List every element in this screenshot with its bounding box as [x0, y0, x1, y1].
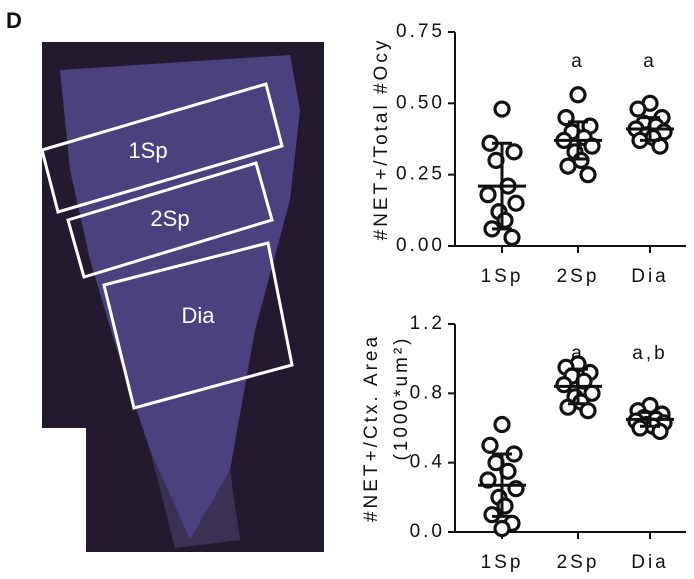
data-point — [479, 186, 497, 204]
data-point — [479, 471, 497, 489]
y-tick-label: 0.4 — [410, 452, 445, 473]
y-tick-label: 0.50 — [396, 92, 445, 113]
data-point — [629, 100, 647, 118]
region-label: 1Sp — [128, 138, 167, 163]
data-point — [493, 100, 511, 118]
y-axis-label: (1000*um²) — [391, 335, 412, 460]
data-point — [496, 211, 514, 229]
x-tick-label: Dia — [631, 552, 669, 573]
region-label: Dia — [181, 303, 215, 328]
data-point — [651, 422, 669, 441]
data-point — [555, 376, 573, 394]
data-point — [569, 86, 587, 104]
y-tick-label: 0.8 — [410, 382, 445, 403]
data-point — [505, 143, 523, 161]
y-tick-label: 0.75 — [396, 21, 445, 42]
data-point — [579, 402, 597, 420]
annotation: a — [643, 51, 657, 72]
y-axis-label: #NET+/Ctx. Area — [361, 334, 382, 522]
x-tick-label: 1Sp — [481, 266, 524, 287]
annotation: a,b — [632, 343, 667, 364]
annotation: a — [571, 51, 585, 72]
error-bar — [492, 452, 512, 518]
region-label: 2Sp — [150, 206, 189, 231]
error-bar — [640, 116, 660, 142]
error-bar — [568, 367, 588, 406]
x-tick-label: 1Sp — [481, 552, 524, 573]
y-tick-label: 0.25 — [396, 164, 445, 185]
data-point — [493, 415, 511, 434]
data-point — [631, 419, 649, 437]
data-point — [493, 519, 511, 538]
y-tick-label: 1.2 — [410, 313, 445, 334]
panel-label: D — [6, 8, 22, 33]
error-bar — [492, 141, 512, 231]
x-tick-label: 2Sp — [557, 552, 600, 573]
data-point — [579, 166, 597, 184]
y-tick-label: 0.00 — [396, 235, 445, 256]
data-point — [503, 228, 521, 247]
error-bar — [568, 120, 588, 161]
data-point — [559, 157, 577, 175]
data-point — [483, 506, 501, 524]
y-tick-label: 0.0 — [410, 521, 445, 542]
data-point — [496, 497, 514, 515]
y-axis-label: #NET+/Total #Ocy — [371, 38, 392, 241]
micrograph: 1Sp 2Sp Dia — [40, 42, 324, 552]
data-point — [481, 436, 499, 454]
error-bar — [640, 410, 660, 428]
x-tick-label: Dia — [631, 266, 669, 287]
x-tick-label: 2Sp — [557, 266, 600, 287]
annotation: a — [571, 343, 585, 364]
data-point — [507, 194, 525, 212]
